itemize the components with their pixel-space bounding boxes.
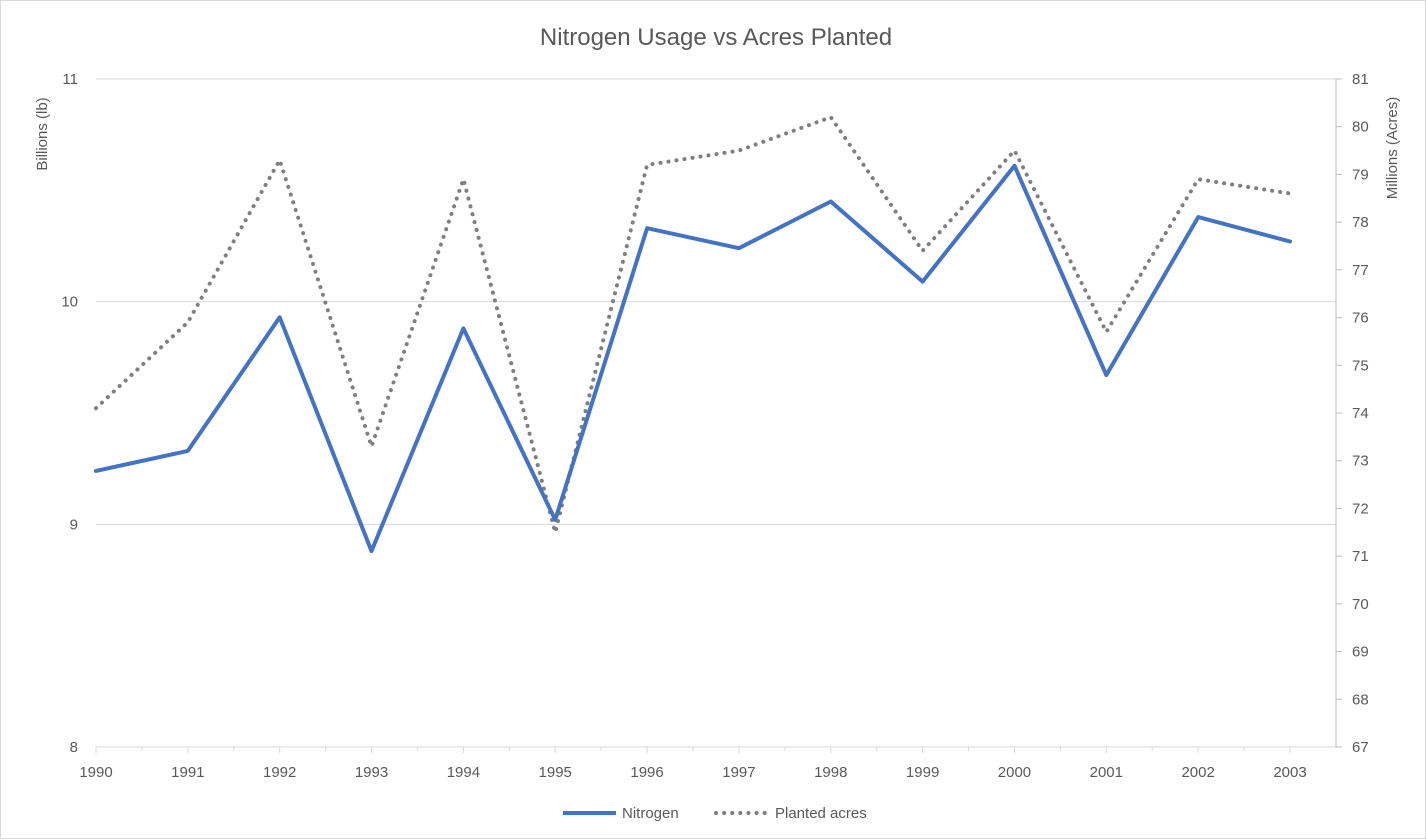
x-tick-label: 1996	[630, 764, 663, 781]
chart-title: Nitrogen Usage vs Acres Planted	[540, 24, 892, 51]
x-tick-label: 1999	[906, 764, 939, 781]
right-tick-label: 75	[1352, 357, 1369, 374]
right-tick-label: 69	[1352, 644, 1369, 661]
legend-label: Planted acres	[775, 805, 867, 822]
left-axis-ticks: 8 9 10 11	[61, 71, 78, 756]
right-tick-label: 81	[1352, 71, 1369, 88]
right-tick-label: 80	[1352, 119, 1369, 136]
left-tick-label: 11	[62, 71, 78, 88]
right-tick-label: 70	[1352, 596, 1369, 613]
right-tick-label: 77	[1352, 262, 1369, 279]
x-tick-label: 1995	[539, 764, 572, 781]
right-tick-label: 74	[1352, 405, 1369, 422]
left-tick-label: 8	[70, 739, 78, 756]
axes	[96, 79, 1337, 748]
gridlines	[96, 78, 1336, 525]
right-tick-label: 67	[1352, 739, 1369, 756]
x-tick-label: 2003	[1273, 764, 1306, 781]
left-tick-label: 10	[61, 294, 78, 311]
legend: Nitrogen Planted acres	[563, 805, 867, 822]
x-tick-label: 2001	[1090, 764, 1123, 781]
right-tick-label: 79	[1352, 166, 1369, 183]
series-line-nitrogen	[94, 163, 1292, 554]
x-tick-label: 2000	[998, 764, 1031, 781]
x-tick-label: 1990	[79, 764, 112, 781]
legend-label: Nitrogen	[622, 805, 679, 822]
series-layer	[94, 115, 1292, 554]
x-tick-label: 1991	[171, 764, 204, 781]
right-tick-label: 78	[1352, 214, 1369, 231]
right-tick-label: 68	[1352, 691, 1369, 708]
left-axis-title: Billions (lb)	[34, 97, 51, 170]
series-line-planted-acres	[94, 115, 1292, 535]
right-tick-label: 76	[1352, 310, 1369, 327]
x-axis-ticks: 1990 1991 1992 1993 1994 1995 1996 1997 1998 1999…	[79, 747, 1307, 781]
right-tick-label: 72	[1352, 500, 1369, 517]
x-tick-label: 1997	[722, 764, 755, 781]
x-tick-label: 1992	[263, 764, 296, 781]
x-tick-label: 2002	[1181, 764, 1214, 781]
x-tick-label: 1998	[814, 764, 847, 781]
x-tick-label: 1993	[355, 764, 388, 781]
right-tick-label: 73	[1352, 453, 1369, 470]
right-axis-ticks: 67 68 69 70 71 72 73 74 75 76 77 78 79 80 81	[1336, 71, 1369, 756]
right-tick-label: 71	[1352, 548, 1369, 565]
right-axis-title: Millions (Acres)	[1384, 97, 1401, 200]
left-tick-label: 9	[70, 516, 78, 533]
x-tick-label: 1994	[447, 764, 480, 781]
